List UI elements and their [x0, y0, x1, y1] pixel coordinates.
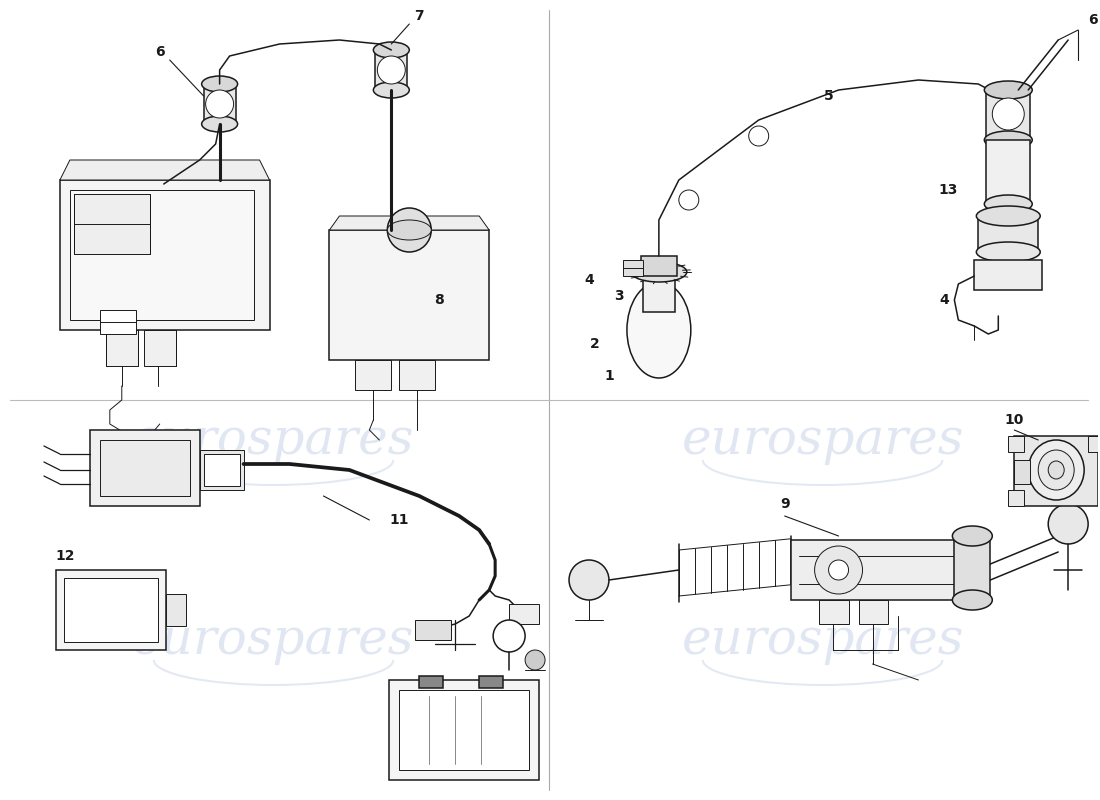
Ellipse shape	[977, 242, 1041, 262]
Ellipse shape	[627, 282, 691, 378]
Bar	[818, 600, 848, 624]
Circle shape	[992, 98, 1024, 130]
Text: 6: 6	[155, 45, 165, 59]
Ellipse shape	[373, 82, 409, 98]
Bar	[419, 676, 443, 688]
Ellipse shape	[1038, 450, 1075, 490]
Text: 12: 12	[56, 549, 76, 563]
Text: 3: 3	[614, 289, 624, 303]
Ellipse shape	[984, 195, 1032, 213]
Text: 8: 8	[434, 293, 444, 307]
Text: eurospares: eurospares	[132, 615, 415, 665]
Circle shape	[569, 560, 609, 600]
Bar	[90, 430, 200, 506]
Bar	[623, 260, 642, 276]
Text: eurospares: eurospares	[681, 615, 964, 665]
Bar	[166, 594, 186, 626]
Bar	[399, 690, 529, 770]
Bar	[987, 140, 1031, 204]
Circle shape	[749, 126, 769, 146]
Text: 5: 5	[824, 89, 834, 103]
Ellipse shape	[387, 220, 431, 240]
Bar	[1088, 436, 1100, 452]
Circle shape	[1048, 504, 1088, 544]
Bar	[329, 230, 490, 360]
Bar	[144, 330, 176, 366]
Bar	[64, 578, 157, 642]
Circle shape	[525, 650, 546, 670]
Bar	[74, 194, 150, 254]
Bar	[791, 540, 960, 600]
Bar	[1014, 436, 1098, 506]
Bar	[100, 310, 135, 334]
Bar	[59, 180, 270, 330]
Bar	[978, 216, 1038, 252]
Text: 7: 7	[415, 9, 425, 23]
Ellipse shape	[1048, 461, 1064, 479]
Bar	[204, 84, 235, 124]
Text: 4: 4	[584, 273, 594, 287]
Bar	[416, 620, 451, 640]
Text: 10: 10	[1004, 413, 1024, 427]
Circle shape	[206, 90, 233, 118]
Bar	[200, 450, 243, 490]
Ellipse shape	[953, 526, 992, 546]
Bar	[858, 600, 889, 624]
Polygon shape	[329, 216, 490, 230]
Bar	[480, 676, 503, 688]
Text: 4: 4	[939, 293, 949, 307]
Circle shape	[493, 620, 525, 652]
Bar	[399, 360, 436, 390]
Ellipse shape	[631, 262, 686, 282]
Text: 13: 13	[938, 183, 958, 197]
Bar	[70, 190, 254, 320]
Bar	[509, 604, 539, 624]
Bar	[642, 276, 674, 312]
Bar	[355, 360, 392, 390]
Circle shape	[387, 208, 431, 252]
Circle shape	[815, 546, 862, 594]
Ellipse shape	[1028, 440, 1085, 500]
Bar	[955, 536, 990, 600]
Ellipse shape	[984, 81, 1032, 99]
Bar	[204, 454, 240, 486]
Polygon shape	[59, 160, 270, 180]
Bar	[389, 680, 539, 780]
Bar	[56, 570, 166, 650]
Text: 6: 6	[1088, 13, 1098, 27]
Text: 9: 9	[780, 497, 790, 511]
Ellipse shape	[373, 42, 409, 58]
Text: 1: 1	[604, 369, 614, 383]
Ellipse shape	[977, 206, 1041, 226]
Text: 2: 2	[590, 337, 600, 351]
Circle shape	[377, 56, 405, 84]
Bar	[987, 90, 1031, 140]
Ellipse shape	[201, 76, 238, 92]
Bar	[100, 440, 189, 496]
Bar	[641, 256, 676, 276]
Bar	[106, 330, 138, 366]
Bar	[975, 260, 1042, 290]
Circle shape	[828, 560, 848, 580]
Bar	[1014, 460, 1031, 484]
Bar	[1009, 490, 1024, 506]
Text: eurospares: eurospares	[681, 415, 964, 465]
Ellipse shape	[984, 131, 1032, 149]
Bar	[375, 50, 407, 90]
Circle shape	[679, 190, 699, 210]
Text: 11: 11	[389, 513, 409, 527]
Bar	[1009, 436, 1024, 452]
Ellipse shape	[201, 116, 238, 132]
Text: eurospares: eurospares	[132, 415, 415, 465]
Ellipse shape	[953, 590, 992, 610]
